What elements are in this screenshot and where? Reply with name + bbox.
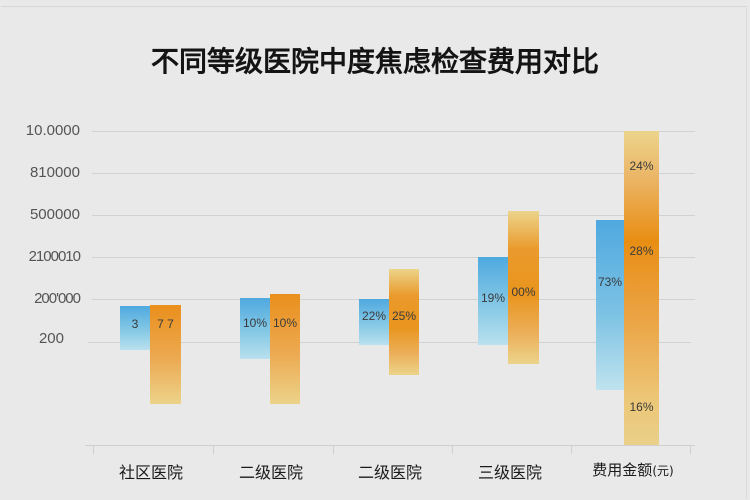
bar-blue-secondary-2[interactable]: 22%: [359, 299, 389, 345]
x-category-label-main: 费用金额: [592, 461, 653, 479]
x-axis-tick: [452, 445, 453, 454]
bar-orange-secondary-1[interactable]: 10%: [270, 294, 300, 404]
gridline: [92, 173, 695, 174]
y-tick-label: 2100010: [28, 248, 81, 265]
bar-label: 25%: [391, 309, 417, 323]
bar-blue-secondary-1[interactable]: 10%: [240, 298, 270, 359]
gridline: [92, 215, 695, 216]
x-category-label: 二级医院: [238, 463, 303, 482]
y-tick-label: 200: [38, 330, 64, 347]
bar-label: 10%: [242, 316, 268, 330]
bar-blue-community[interactable]: 3: [120, 306, 150, 350]
x-axis-tick: [213, 445, 214, 454]
bar-blue-cost[interactable]: 73%: [596, 220, 624, 390]
x-category-label: 费用金额(元): [573, 459, 693, 480]
bar-label: 00%: [511, 285, 536, 299]
bar-label-bottom: 16%: [629, 400, 654, 414]
y-tick-label: 10.0000: [25, 122, 80, 139]
x-category-label: 社区医院: [118, 463, 183, 482]
bar-orange-cost[interactable]: 24% 28% 16%: [624, 131, 659, 445]
bar-label-mid: 28%: [629, 244, 654, 258]
bar-label: 19%: [480, 291, 506, 305]
chart-frame: [1, 6, 747, 499]
x-category-label: 二级医院: [357, 463, 422, 482]
x-axis-tick: [690, 445, 691, 454]
bar-orange-community[interactable]: 7 7: [150, 305, 181, 404]
bar-label: 7 7: [157, 317, 174, 331]
chart-title: 不同等级医院中度焦虑检查费用对比: [150, 45, 599, 78]
bar-blue-tertiary[interactable]: 19%: [478, 257, 508, 345]
gridline: [92, 257, 695, 258]
bar-orange-secondary-2[interactable]: 25%: [389, 269, 419, 375]
bar-label: 10%: [272, 316, 298, 330]
bar-orange-tertiary[interactable]: 00%: [508, 211, 539, 364]
x-axis-tick: [333, 445, 334, 454]
bar-label: 22%: [361, 309, 387, 323]
gridline: [92, 131, 695, 132]
bar-label-top: 24%: [629, 159, 654, 173]
x-axis-tick: [571, 445, 572, 454]
x-axis-line: [85, 445, 695, 446]
x-axis-tick: [93, 445, 94, 454]
y-tick-label: 810000: [29, 164, 80, 181]
y-tick-label: 200'000: [34, 290, 81, 307]
x-category-label: 三级医院: [477, 463, 542, 482]
bar-label: 73%: [597, 275, 623, 289]
bar-label: 3: [131, 317, 139, 331]
y-tick-label: 500000: [29, 206, 80, 223]
x-category-label-unit: (元): [652, 464, 674, 478]
